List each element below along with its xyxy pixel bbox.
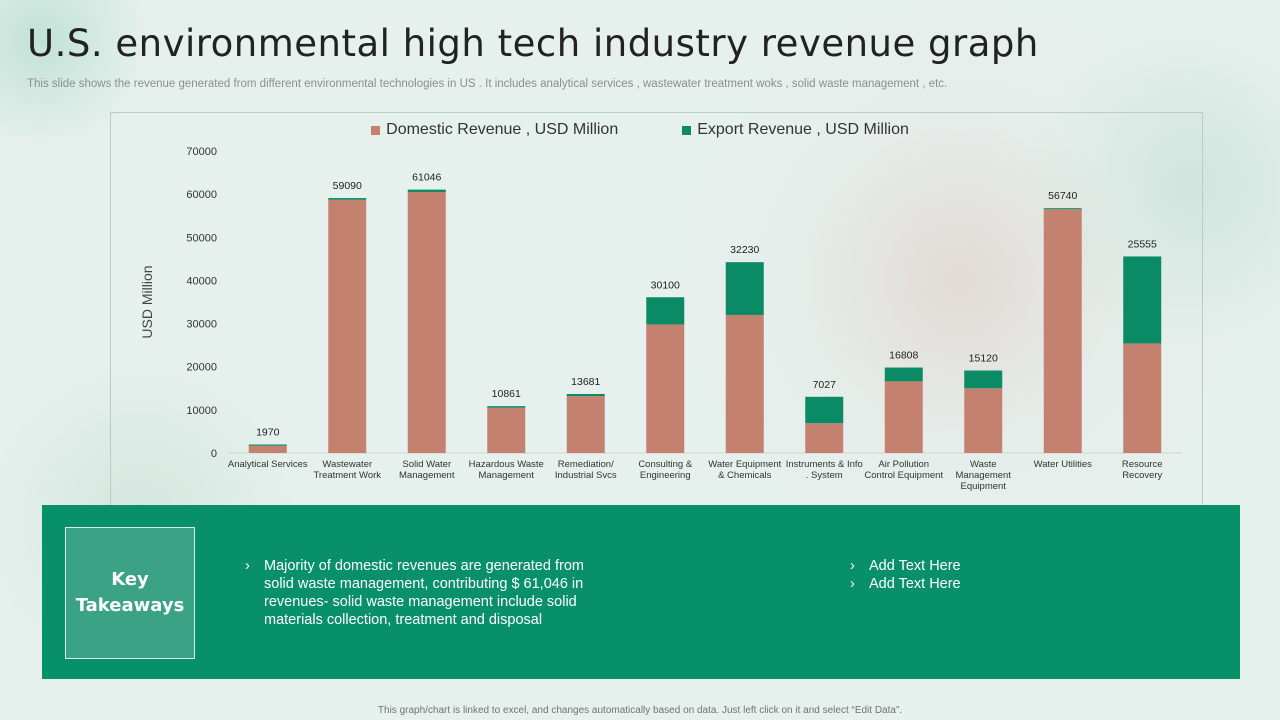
bar-export (725, 262, 764, 315)
bar-export (964, 370, 1003, 389)
bar-domestic (566, 396, 605, 453)
data-label: 16808 (889, 350, 918, 362)
y-tick-label: 30000 (186, 319, 217, 331)
legend-label-domestic: Domestic Revenue , USD Million (386, 121, 619, 138)
bar-domestic (725, 314, 764, 453)
bar-export (248, 444, 287, 446)
bar-domestic (328, 199, 367, 453)
data-label: 13681 (571, 376, 600, 388)
key-takeaways-box: Key Takeaways (65, 527, 195, 659)
bar-export (328, 198, 367, 200)
x-tick-label: Consulting & Engineering (638, 459, 693, 481)
y-tick-label: 0 (211, 448, 217, 460)
bar-export (884, 367, 923, 382)
data-label: 59090 (333, 180, 362, 192)
x-tick-label: Instruments & Info. System (786, 459, 863, 481)
bar-domestic (964, 388, 1003, 453)
y-tick-label: 40000 (186, 275, 217, 287)
y-tick-label: 50000 (186, 232, 217, 244)
y-tick-label: 10000 (186, 405, 217, 417)
bar-export (646, 297, 685, 325)
bar-export (487, 406, 526, 408)
legend-item-export: Export Revenue , USD Million (682, 121, 909, 139)
x-tick-label: Air Pollution Control Equipment (864, 459, 943, 481)
bar-export (407, 189, 446, 192)
takeaway-item: Add Text Here (847, 575, 1147, 593)
bar-export (1043, 208, 1082, 210)
data-label: 15120 (969, 353, 998, 365)
takeaway-item: Add Text Here (847, 557, 1147, 575)
y-tick-label: 70000 (186, 146, 217, 158)
takeaways-left-list: Majority of domestic revenues are genera… (242, 557, 602, 629)
bar-export (805, 396, 844, 424)
legend-label-export: Export Revenue , USD Million (697, 121, 909, 138)
x-tick-label: Hazardous Waste Management (469, 459, 544, 481)
x-tick-label: Waste Management Equipment (956, 459, 1012, 492)
bar-domestic (805, 423, 844, 453)
data-label: 25555 (1128, 238, 1157, 250)
x-tick-label: Remediation/Industrial Svcs (555, 459, 617, 481)
legend-item-domestic: Domestic Revenue , USD Million (371, 121, 618, 139)
x-tick-label: Water Utilities (1034, 459, 1092, 470)
bar-domestic (1123, 343, 1162, 453)
data-label: 56740 (1048, 190, 1077, 202)
y-axis-title: USD Million (139, 265, 155, 338)
data-label: 10861 (492, 388, 521, 400)
bar-domestic (248, 445, 287, 453)
key-takeaways-heading-line2: Takeaways (75, 595, 185, 616)
data-label: 30100 (651, 279, 680, 291)
x-tick-label: Resource Recovery (1122, 459, 1163, 481)
chart-legend: Domestic Revenue , USD Million Export Re… (0, 121, 1280, 139)
bar-domestic (487, 407, 526, 453)
bar-domestic (884, 381, 923, 453)
data-label: 7027 (813, 379, 837, 391)
takeaway-item: Majority of domestic revenues are genera… (242, 557, 602, 629)
key-takeaways-panel: Key Takeaways Majority of domestic reven… (42, 505, 1240, 679)
footer-note: This graph/chart is linked to excel, and… (377, 705, 903, 716)
x-tick-label: Analytical Services (228, 459, 308, 470)
bar-export (566, 393, 605, 397)
bar-domestic (407, 191, 446, 453)
x-tick-label: Wastewater Treatment Work (313, 459, 381, 481)
page-title: U.S. environmental high tech industry re… (27, 22, 1039, 65)
page-subtitle: This slide shows the revenue generated f… (27, 78, 948, 90)
y-tick-label: 20000 (186, 362, 217, 374)
data-label: 32230 (730, 244, 759, 256)
takeaways-right-list: Add Text Here Add Text Here (847, 557, 1147, 593)
legend-swatch-export (682, 125, 692, 135)
data-label: 1970 (256, 427, 280, 439)
legend-swatch-domestic (371, 125, 381, 135)
key-takeaways-heading-line1: Key (111, 569, 149, 590)
bar-export (1123, 256, 1162, 344)
data-label: 61046 (412, 172, 441, 184)
bar-domestic (646, 324, 685, 453)
bar-domestic (1043, 209, 1082, 453)
x-tick-label: Water Equipment & Chemicals (708, 459, 781, 481)
x-tick-label: Solid Water Management (399, 459, 455, 481)
y-tick-label: 60000 (186, 189, 217, 201)
